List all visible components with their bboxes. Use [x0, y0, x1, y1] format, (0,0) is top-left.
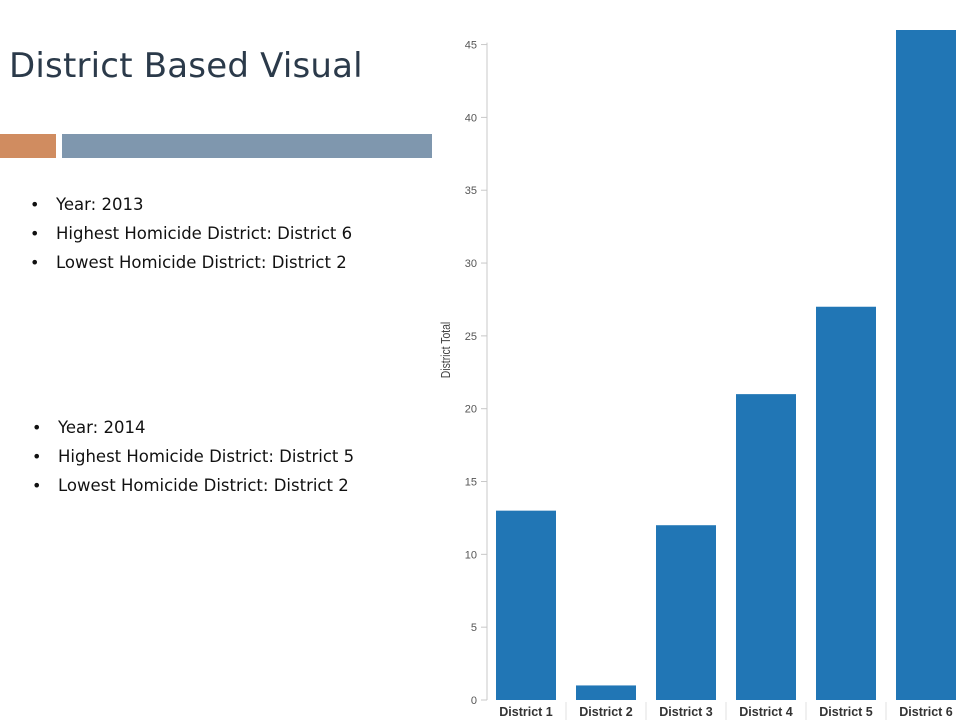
bar-district-6 — [896, 30, 956, 700]
bar-district-3 — [656, 525, 716, 700]
summary-2013-list: Year: 2013 Highest Homicide District: Di… — [30, 190, 352, 277]
x-tick-label: District 3 — [659, 705, 713, 719]
x-axis: District 1 District 2 District 3 District 4… — [499, 702, 953, 720]
y-tick-label: 15 — [465, 477, 477, 489]
y-tick-label: 0 — [471, 695, 477, 707]
bar-district-5 — [816, 306, 876, 700]
y-axis: 0 5 10 15 20 25 30 35 40 45 — [465, 40, 488, 707]
x-tick-label: District 6 — [899, 705, 953, 719]
y-tick-label: 40 — [465, 112, 477, 124]
x-tick-label: District 5 — [819, 705, 873, 719]
accent-bar-orange — [0, 134, 56, 158]
slide-title: District Based Visual — [9, 46, 363, 86]
bar-district-1 — [496, 510, 556, 700]
x-tick-label: District 4 — [739, 705, 793, 719]
y-tick-label: 30 — [465, 258, 477, 270]
y-tick-label: 45 — [465, 40, 477, 52]
x-tick-label: District 2 — [579, 705, 633, 719]
x-tick-label: District 1 — [499, 705, 553, 719]
summary-2014-highest: Highest Homicide District: District 5 — [32, 442, 354, 471]
summary-2014-list: Year: 2014 Highest Homicide District: Di… — [32, 413, 354, 500]
y-tick-label: 20 — [465, 404, 477, 416]
y-axis-label: District Total — [439, 322, 453, 378]
accent-bar-steel — [62, 134, 432, 158]
bar-district-2 — [576, 685, 636, 700]
bars — [496, 30, 956, 700]
summary-2013-lowest: Lowest Homicide District: District 2 — [30, 248, 352, 277]
y-tick-label: 10 — [465, 549, 477, 561]
bar-district-4 — [736, 394, 796, 700]
y-tick-label: 25 — [465, 331, 477, 343]
summary-2013-year: Year: 2013 — [30, 190, 352, 219]
y-tick-label: 5 — [471, 622, 477, 634]
district-total-bar-chart: District Total 0 5 10 15 20 25 30 35 40 45 Distri… — [439, 30, 956, 720]
y-tick-label: 35 — [465, 185, 477, 197]
summary-2014-lowest: Lowest Homicide District: District 2 — [32, 471, 354, 500]
summary-2013-highest: Highest Homicide District: District 6 — [30, 219, 352, 248]
summary-2014-year: Year: 2014 — [32, 413, 354, 442]
